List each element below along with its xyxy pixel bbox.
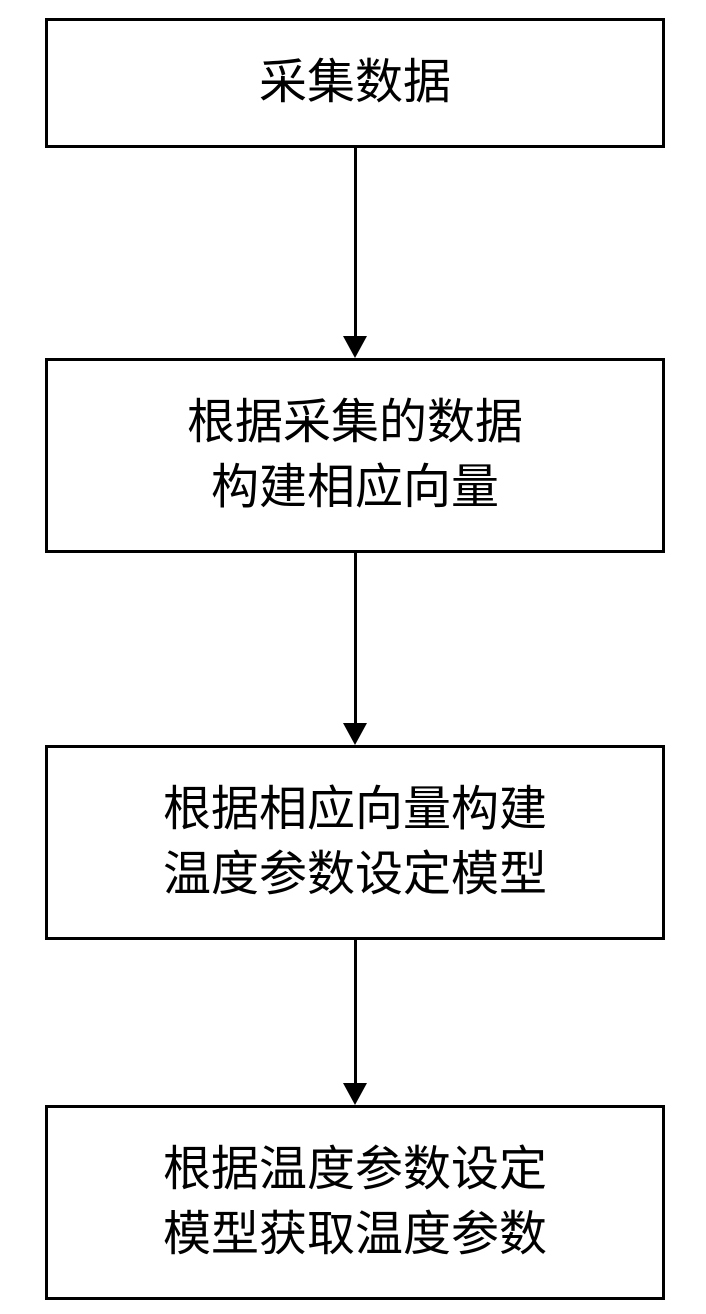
arrow-head-2 <box>343 723 367 745</box>
flow-node-2-text: 根据采集的数据构建相应向量 <box>187 391 523 521</box>
arrow-line-2 <box>354 553 357 723</box>
arrow-head-3 <box>343 1083 367 1105</box>
arrow-head-1 <box>343 336 367 358</box>
flow-node-1-text: 采集数据 <box>259 51 451 116</box>
arrow-line-3 <box>354 940 357 1083</box>
flow-node-3: 根据相应向量构建温度参数设定模型 <box>45 745 665 940</box>
flow-node-4: 根据温度参数设定模型获取温度参数 <box>45 1105 665 1300</box>
flow-node-2: 根据采集的数据构建相应向量 <box>45 358 665 553</box>
flowchart-container: 采集数据 根据采集的数据构建相应向量 根据相应向量构建温度参数设定模型 根据温度… <box>0 0 706 1314</box>
flow-node-4-text: 根据温度参数设定模型获取温度参数 <box>163 1138 547 1268</box>
flow-node-3-text: 根据相应向量构建温度参数设定模型 <box>163 778 547 908</box>
flow-node-1: 采集数据 <box>45 18 665 148</box>
arrow-line-1 <box>354 148 357 336</box>
